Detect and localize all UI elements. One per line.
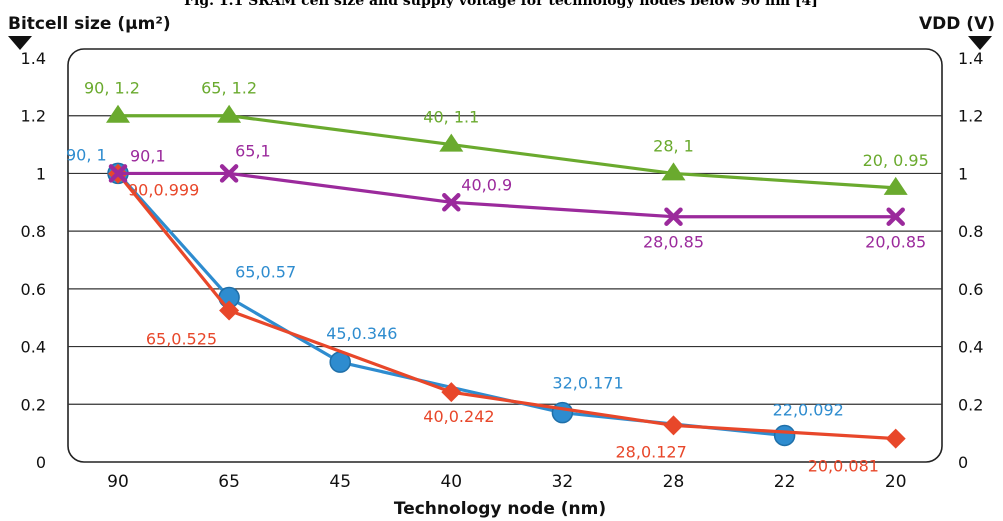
y-tick-label-left: 1.4 bbox=[21, 49, 46, 68]
y-tick-label-left: 0.4 bbox=[21, 338, 46, 357]
data-label: 28,0.127 bbox=[616, 442, 687, 461]
data-point-marker bbox=[219, 300, 240, 321]
data-label: 65,0.525 bbox=[146, 330, 217, 349]
right-axis-title: VDD (V) bbox=[919, 14, 995, 34]
data-label: 22,0.092 bbox=[773, 400, 844, 419]
data-label: 20,0.081 bbox=[808, 457, 879, 476]
right-y-ticks: 0 0.2 0.4 0.6 0.8 1 1.2 1.4 bbox=[958, 49, 983, 472]
data-label: 20,0.85 bbox=[865, 233, 926, 252]
y-tick-label-left: 0.8 bbox=[21, 222, 46, 241]
data-point-marker bbox=[442, 193, 461, 212]
left-axis-arrow-icon bbox=[8, 36, 32, 50]
data-point-marker bbox=[885, 428, 906, 449]
data-point-marker bbox=[661, 162, 686, 181]
x-tick-label: 65 bbox=[218, 472, 240, 492]
y-tick-label-right: 1.4 bbox=[958, 49, 983, 68]
data-point-marker bbox=[663, 415, 684, 436]
data-label: 65, 1.2 bbox=[201, 79, 257, 98]
data-label: 28, 1 bbox=[653, 136, 694, 155]
data-point-marker bbox=[664, 207, 683, 226]
data-point-marker bbox=[217, 104, 242, 123]
x-ticks: 90 65 45 40 32 28 22 20 bbox=[107, 472, 906, 492]
y-tick-label-left: 0.2 bbox=[21, 395, 46, 414]
y-tick-label-right: 0.8 bbox=[958, 222, 983, 241]
data-point-marker bbox=[106, 104, 130, 123]
data-label: 90,1 bbox=[130, 146, 166, 165]
data-label: 90,0.999 bbox=[128, 181, 199, 200]
data-label: 65,1 bbox=[235, 141, 271, 160]
y-tick-label-left: 0 bbox=[36, 453, 46, 472]
left-y-ticks: 0 0.2 0.4 0.6 0.8 1 1.2 1.4 bbox=[21, 49, 46, 472]
x-tick-label: 32 bbox=[552, 472, 574, 492]
data-point-marker bbox=[883, 176, 908, 195]
left-axis-title: Bitcell size (µm²) bbox=[8, 14, 171, 34]
y-tick-label-right: 0.6 bbox=[958, 280, 983, 299]
data-point-marker bbox=[441, 382, 462, 403]
x-tick-label: 45 bbox=[329, 472, 351, 492]
data-label: 40,0.242 bbox=[423, 407, 494, 426]
y-tick-label-right: 1.2 bbox=[958, 107, 983, 126]
plot-frame bbox=[67, 48, 943, 463]
x-tick-label: 90 bbox=[107, 472, 129, 492]
data-label: 40,0.9 bbox=[461, 175, 512, 194]
x-tick-label: 40 bbox=[440, 472, 462, 492]
data-label: 20, 0.95 bbox=[863, 151, 929, 170]
data-label: 90, 1 bbox=[66, 145, 107, 164]
x-tick-label: 28 bbox=[663, 472, 685, 492]
figure-caption: Fig. 1.1 SRAM cell size and supply volta… bbox=[184, 0, 818, 9]
y-tick-label-left: 1.2 bbox=[21, 107, 46, 126]
data-labels: 90, 1 65,0.57 45,0.346 32,0.171 22,0.092 90,0… bbox=[66, 79, 929, 476]
gridlines bbox=[68, 115, 942, 405]
data-label: 40, 1.1 bbox=[423, 108, 479, 127]
x-tick-label: 20 bbox=[885, 472, 907, 492]
data-label: 28,0.85 bbox=[643, 233, 704, 252]
x-axis-title: Technology node (nm) bbox=[394, 499, 606, 519]
data-point-marker bbox=[773, 424, 796, 447]
data-label: 90, 1.2 bbox=[84, 79, 140, 98]
y-tick-label-right: 0.4 bbox=[958, 338, 983, 357]
data-point-marker bbox=[886, 207, 905, 226]
data-point-marker bbox=[439, 133, 464, 152]
data-label: 65,0.57 bbox=[235, 263, 296, 282]
data-point-marker bbox=[219, 164, 239, 183]
y-tick-label-right: 0.2 bbox=[958, 395, 983, 414]
y-tick-label-left: 1 bbox=[36, 164, 46, 183]
right-axis-arrow-icon bbox=[968, 36, 992, 50]
data-point-marker bbox=[108, 164, 128, 183]
y-tick-label-right: 0 bbox=[958, 453, 968, 472]
series-layer bbox=[106, 104, 908, 449]
data-label: 32,0.171 bbox=[552, 374, 623, 393]
data-point-marker bbox=[551, 401, 574, 424]
y-tick-label-left: 0.6 bbox=[21, 280, 46, 299]
y-tick-label-right: 1 bbox=[958, 164, 968, 183]
data-label: 45,0.346 bbox=[326, 324, 397, 343]
x-tick-label: 22 bbox=[774, 472, 796, 492]
